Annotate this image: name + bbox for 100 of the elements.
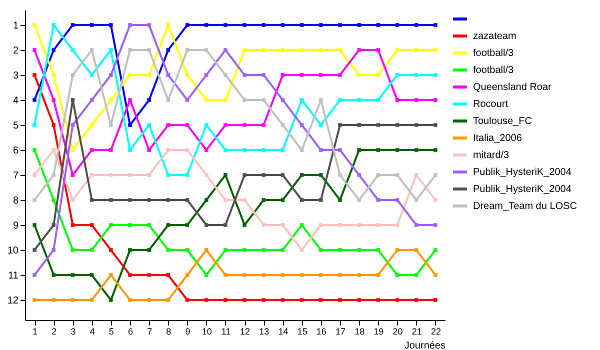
point xyxy=(338,248,342,252)
point xyxy=(90,48,94,52)
point xyxy=(32,148,36,152)
point xyxy=(52,98,56,102)
point xyxy=(204,98,208,102)
x-tick-label: 13 xyxy=(259,326,270,336)
point xyxy=(90,223,94,227)
point xyxy=(109,173,113,177)
x-tick-label: 21 xyxy=(412,326,422,336)
point xyxy=(434,73,438,77)
point xyxy=(147,98,151,102)
point xyxy=(166,273,170,277)
point xyxy=(395,148,400,152)
y-tick-label: 3 xyxy=(12,70,19,82)
point xyxy=(204,73,208,77)
legend-label: mitard/3 xyxy=(473,150,510,161)
point xyxy=(90,73,94,77)
point xyxy=(32,298,36,302)
point xyxy=(280,198,285,202)
point xyxy=(434,298,438,302)
point xyxy=(262,148,266,152)
point xyxy=(414,198,418,202)
point xyxy=(357,23,361,27)
point xyxy=(414,48,418,52)
point xyxy=(357,273,361,277)
point xyxy=(357,48,361,52)
point xyxy=(166,23,170,27)
point xyxy=(338,198,342,202)
point xyxy=(32,173,36,177)
point xyxy=(300,298,304,302)
x-tick-label: 3 xyxy=(70,326,76,336)
point xyxy=(280,123,285,127)
point xyxy=(242,173,246,177)
point xyxy=(280,98,285,102)
point xyxy=(338,223,342,227)
point xyxy=(414,148,418,152)
point xyxy=(262,48,266,52)
point xyxy=(262,23,266,27)
point xyxy=(414,73,418,77)
point xyxy=(395,198,400,202)
point xyxy=(338,73,342,77)
point xyxy=(52,73,56,77)
point xyxy=(319,173,323,177)
point xyxy=(90,298,94,302)
point xyxy=(262,248,266,252)
x-tick-label: 22 xyxy=(430,326,441,336)
point xyxy=(300,248,304,252)
point xyxy=(280,298,285,302)
point xyxy=(32,48,36,52)
x-tick-label: 6 xyxy=(128,326,134,336)
point xyxy=(32,223,36,227)
legend-label: Rocourt xyxy=(473,99,508,110)
point xyxy=(242,198,246,202)
point xyxy=(338,23,342,27)
point xyxy=(242,248,246,252)
y-tick-label: 10 xyxy=(7,246,19,256)
point xyxy=(300,223,304,227)
legend-label: Dream_Team du LOSC xyxy=(473,201,577,212)
point xyxy=(185,223,190,227)
point xyxy=(395,73,400,77)
point xyxy=(70,73,75,77)
point xyxy=(147,73,151,77)
point xyxy=(338,173,342,177)
point xyxy=(70,273,75,277)
point xyxy=(90,123,94,127)
point xyxy=(280,248,285,252)
point xyxy=(242,23,246,27)
point xyxy=(70,23,75,27)
point xyxy=(166,198,170,202)
point xyxy=(395,248,400,252)
point xyxy=(185,23,190,27)
point xyxy=(300,98,304,102)
point xyxy=(319,73,323,77)
point xyxy=(376,273,380,277)
point xyxy=(52,123,56,127)
point xyxy=(376,123,380,127)
point xyxy=(166,248,170,252)
point xyxy=(414,173,418,177)
point xyxy=(224,73,228,77)
point xyxy=(395,298,400,302)
point xyxy=(204,298,208,302)
point xyxy=(242,273,246,277)
point xyxy=(128,298,132,302)
point xyxy=(319,198,323,202)
x-tick-label: 15 xyxy=(297,326,308,336)
point xyxy=(109,73,113,77)
point xyxy=(414,248,418,252)
point xyxy=(395,223,400,227)
y-tick-label: 5 xyxy=(12,120,19,132)
y-tick-label: 7 xyxy=(12,170,19,182)
point xyxy=(224,48,228,52)
x-tick-label: 2 xyxy=(52,326,57,336)
point xyxy=(242,48,246,52)
point xyxy=(52,223,56,227)
point xyxy=(147,123,151,127)
point xyxy=(338,98,342,102)
point xyxy=(109,148,113,152)
point xyxy=(242,73,246,77)
point xyxy=(319,48,323,52)
point xyxy=(128,173,132,177)
